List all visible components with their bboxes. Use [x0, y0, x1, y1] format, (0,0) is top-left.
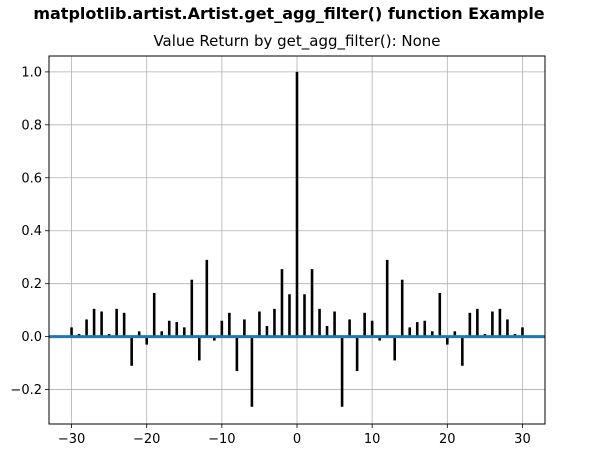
figure-suptitle: matplotlib.artist.Artist.get_agg_filter(… [33, 4, 544, 23]
y-tick-label: 0.6 [21, 171, 42, 186]
y-tick-label: 1.0 [21, 65, 42, 80]
y-tick-label: 0.8 [21, 118, 42, 133]
x-tick-label: 0 [293, 432, 301, 447]
y-tick-label: 0.2 [21, 277, 42, 292]
x-tick-label: −30 [58, 432, 85, 447]
x-tick-label: 30 [514, 432, 531, 447]
plot-area [49, 56, 545, 424]
y-tick-label: −0.2 [10, 383, 42, 398]
x-tick-label: 20 [439, 432, 456, 447]
y-tick-label: 0.4 [21, 224, 42, 239]
axes-title: Value Return by get_agg_filter(): None [153, 32, 440, 51]
x-tick-label: 10 [364, 432, 381, 447]
y-axis: −0.2 0.0 0.2 0.4 0.6 0.8 1.0 [10, 65, 49, 398]
y-tick-label: 0.0 [21, 330, 42, 345]
x-axis: −30 −20 −10 0 10 20 30 [58, 424, 531, 447]
x-tick-label: −10 [208, 432, 235, 447]
x-tick-label: −20 [133, 432, 160, 447]
